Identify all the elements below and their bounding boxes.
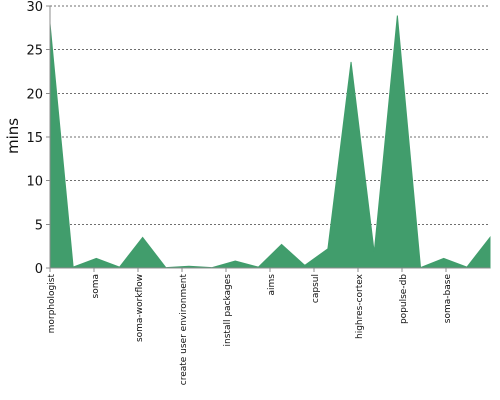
x-tick-label: soma [91,274,101,298]
x-tick-label: populse-db [399,274,409,324]
x-tick-label: capsul [311,274,321,303]
x-tick-label: highres-cortex [355,273,365,339]
x-tick-label: soma-workflow [135,274,145,342]
series-area [49,15,491,269]
y-tick-label: 5 [35,218,43,233]
y-tick-label: 0 [35,262,43,277]
y-tick-layer: 0 5 10 15 20 25 30 [26,0,43,277]
x-tick-label: install packages [223,274,233,347]
y-tick-label: 10 [26,175,43,190]
x-tick-layer: morphologist soma soma-workflow create user… [47,273,453,385]
axes-layer [46,5,490,272]
x-tick-label: morphologist [47,274,57,334]
y-tick-label: 15 [26,131,43,146]
area-layer [49,15,491,269]
grid-layer [50,5,490,225]
x-tick-label: create user environment [179,274,189,386]
x-tick-label: soma-base [443,274,453,324]
x-tick-label: aims [267,274,277,296]
y-axis-title: mins [4,118,22,154]
y-tick-label: 30 [26,0,43,15]
y-tick-label: 25 [26,44,43,59]
y-tick-label: 20 [26,87,43,102]
